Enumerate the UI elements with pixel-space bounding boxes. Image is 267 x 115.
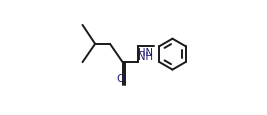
- Text: HN: HN: [138, 48, 154, 58]
- Text: O: O: [116, 73, 125, 83]
- Text: NH: NH: [138, 51, 154, 61]
